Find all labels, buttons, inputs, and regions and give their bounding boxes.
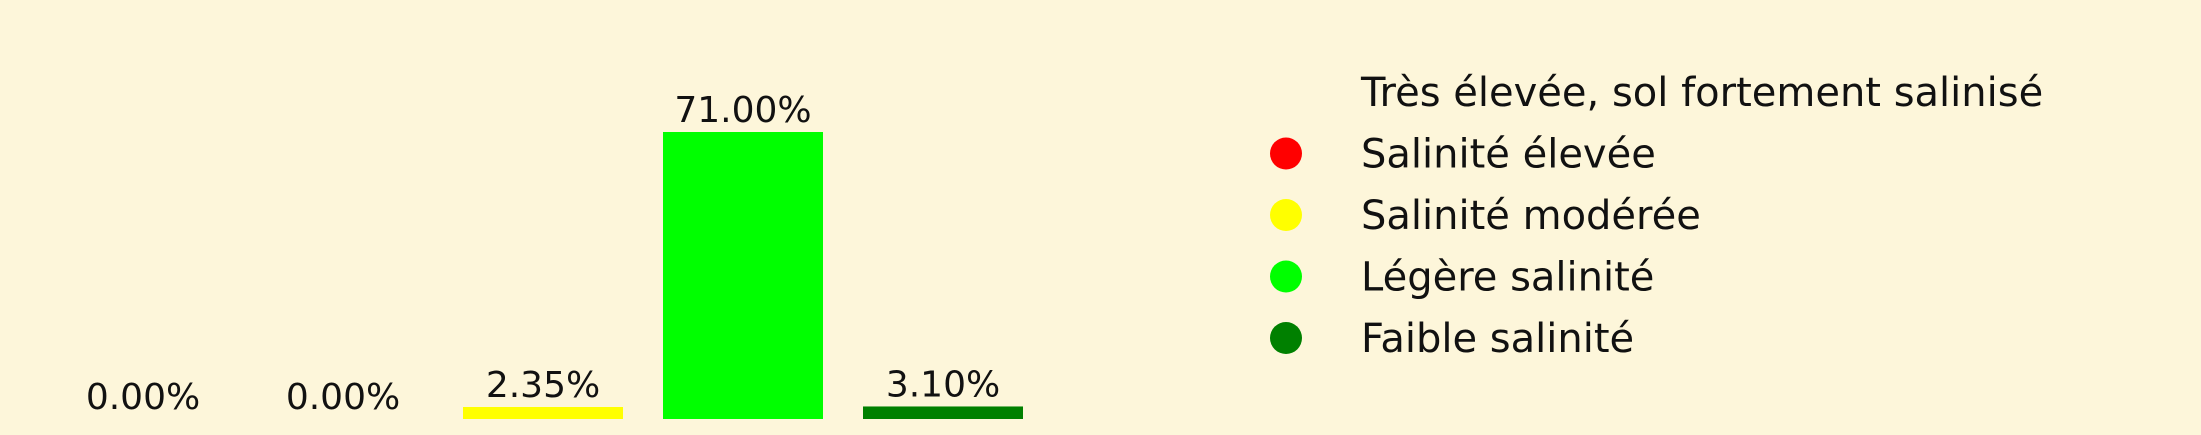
- legend-label-4: Faible salinité: [1361, 316, 1634, 362]
- legend-label-2: Salinité modérée: [1361, 193, 1701, 239]
- bar-2: [463, 407, 623, 419]
- bar-value-label-4: 3.10%: [886, 364, 1000, 405]
- bar-value-label-0: 0.00%: [86, 377, 200, 418]
- legend-marker-3: [1270, 260, 1302, 293]
- bar-value-label-3: 71.00%: [674, 90, 811, 131]
- legend-marker-2: [1270, 199, 1302, 231]
- legend-label-3: Légère salinité: [1361, 255, 1654, 301]
- bar-value-label-2: 2.35%: [486, 365, 600, 406]
- bar-4: [863, 406, 1023, 419]
- legend-marker-1: [1270, 137, 1302, 170]
- legend: Très élevée, sol fortement salinisé Salin…: [1270, 70, 2043, 362]
- bar-value-label-1: 0.00%: [286, 377, 400, 418]
- legend-label-1: Salinité élevée: [1361, 132, 1656, 178]
- bar-3: [663, 132, 823, 419]
- legend-marker-4: [1270, 322, 1302, 354]
- bars-group: 0.00% 0.00% 2.35% 71.00% 3.10%: [86, 90, 1023, 419]
- legend-label-0: Très élevée, sol fortement salinisé: [1360, 70, 2043, 116]
